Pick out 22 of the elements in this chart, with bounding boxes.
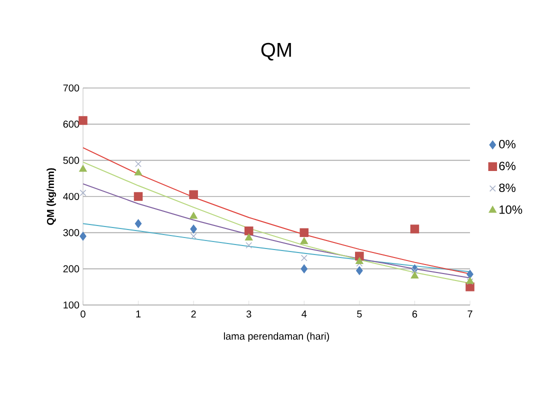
x-tick-label: 5 (357, 310, 362, 318)
y-tick-label: 400 (63, 192, 80, 200)
x-tick-label: 1 (136, 310, 141, 318)
x-tick-label: 6 (412, 310, 418, 318)
legend-label: 0% (499, 140, 516, 148)
legend-label: 8% (499, 184, 516, 192)
x-tick-label: 3 (246, 310, 252, 318)
x-tick-label: 2 (191, 310, 196, 318)
legend-label: 10% (500, 205, 522, 214)
x-axis-title: lama perendaman (hari) (224, 332, 330, 342)
x-tick-label: 7 (468, 310, 472, 318)
y-tick-label: 700 (63, 84, 80, 92)
y-axis-title: QM (kg/mm) (46, 168, 56, 225)
x-tick-label: 0 (80, 310, 86, 318)
y-tick-label: 500 (63, 156, 80, 164)
y-tick-label: 100 (64, 301, 80, 309)
chart-title: QM (261, 42, 291, 60)
x-tick-label: 4 (302, 310, 307, 318)
y-tick-label: 200 (63, 265, 80, 272)
legend-label: 6% (499, 162, 516, 170)
y-tick-label: 300 (63, 229, 80, 236)
y-tick-label: 600 (63, 120, 80, 128)
